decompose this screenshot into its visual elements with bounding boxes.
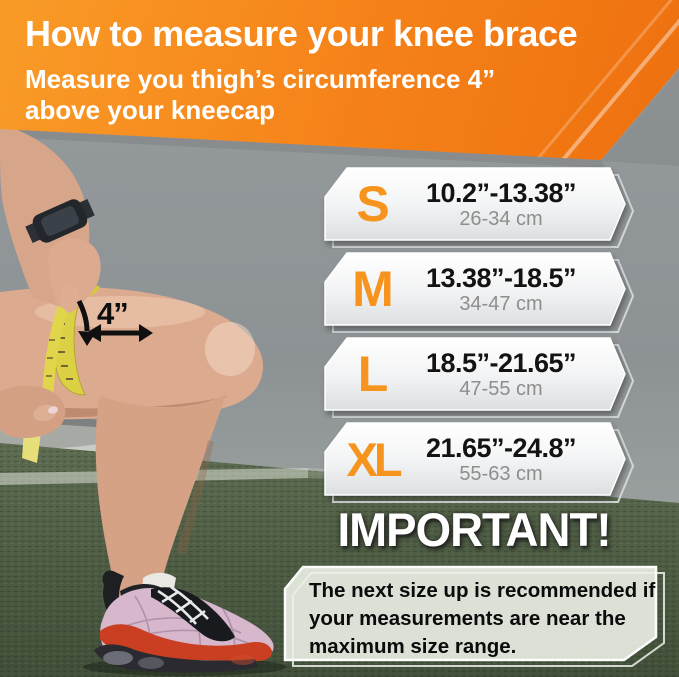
note-box: The next size up is recommended if your … bbox=[278, 556, 678, 676]
page-subtitle: Measure you thigh’s circumference 4” abo… bbox=[25, 64, 495, 126]
size-range-cm: 47-55 cm bbox=[459, 377, 543, 400]
size-banner-shape bbox=[324, 337, 635, 418]
size-letter: S bbox=[356, 176, 389, 232]
size-row-l: L 18.5”-21.65” 47-55 cm bbox=[318, 333, 648, 419]
size-letter: L bbox=[357, 346, 389, 402]
note-line-2: your measurements are near the bbox=[309, 607, 626, 630]
subtitle-line-2: above your kneecap bbox=[25, 95, 275, 125]
size-letter: XL bbox=[346, 432, 402, 486]
note-line-3: maximum size range. bbox=[309, 635, 517, 658]
subtitle-line-1: Measure you thigh’s circumference 4” bbox=[25, 64, 496, 94]
important-heading: IMPORTANT! bbox=[337, 503, 611, 556]
size-range-cm: 55-63 cm bbox=[459, 462, 543, 485]
size-range-inches: 13.38”-18.5” bbox=[425, 262, 577, 293]
size-banner-shape bbox=[324, 252, 635, 333]
size-row-m: M 13.38”-18.5” 34-47 cm bbox=[318, 248, 648, 334]
note-box-shape bbox=[283, 565, 665, 667]
sneaker bbox=[94, 570, 274, 673]
size-banner-shape bbox=[324, 422, 635, 503]
header-banner: How to measure your knee brace Measure y… bbox=[0, 0, 679, 160]
size-row-xl: XL 21.65”-24.8” 55-63 cm bbox=[318, 418, 648, 504]
note-line-1: The next size up is recommended if bbox=[309, 579, 656, 602]
size-row-s: S 10.2”-13.38” 26-34 cm bbox=[318, 163, 648, 249]
size-range-cm: 26-34 cm bbox=[459, 207, 543, 230]
size-range-inches: 10.2”-13.38” bbox=[425, 177, 577, 208]
measurement-label: 4” bbox=[97, 296, 129, 331]
size-range-inches: 18.5”-21.65” bbox=[425, 347, 577, 378]
page-title: How to measure your knee brace bbox=[25, 13, 578, 54]
size-range-cm: 34-47 cm bbox=[459, 292, 543, 315]
size-letter: M bbox=[352, 261, 394, 317]
size-banner-shape bbox=[324, 167, 635, 248]
measure-arrows-icon bbox=[76, 299, 153, 346]
size-range-inches: 21.65”-24.8” bbox=[425, 432, 577, 463]
second-hand bbox=[0, 385, 66, 438]
note-text: The next size up is recommended if your … bbox=[309, 577, 656, 661]
arm-and-hand bbox=[0, 124, 101, 313]
smartwatch-icon bbox=[25, 198, 95, 244]
